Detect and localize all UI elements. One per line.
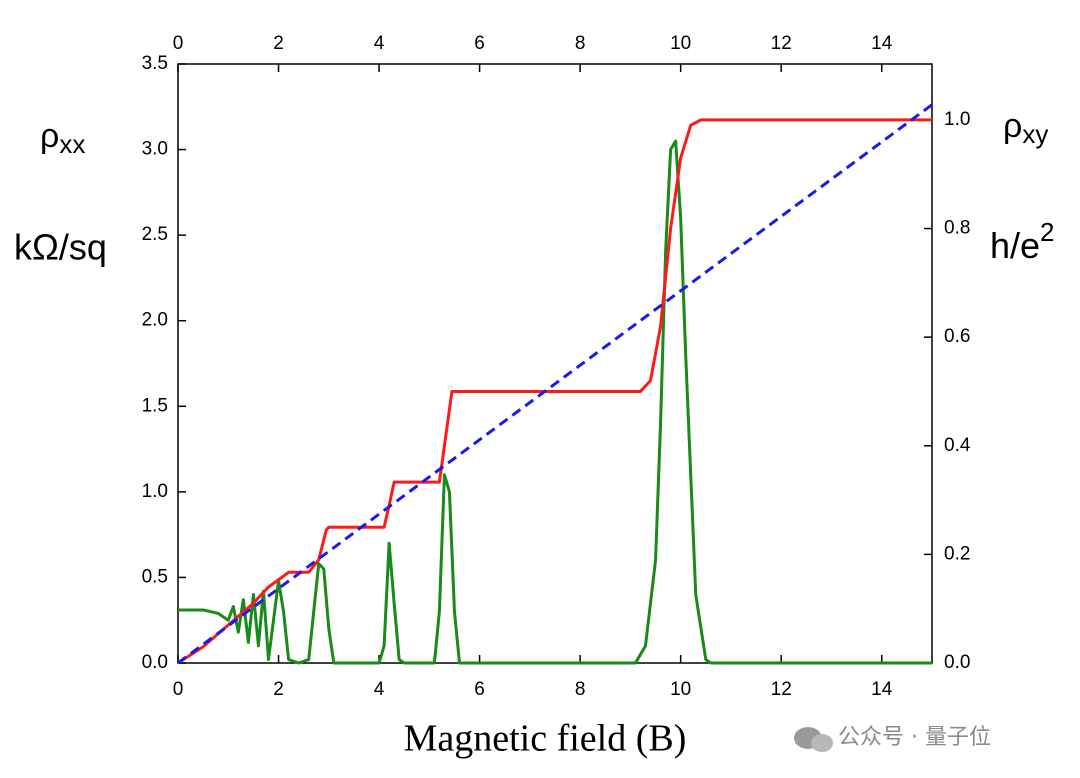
x-axis-title: Magnetic field (B) <box>404 718 687 760</box>
x-top-tick-label: 2 <box>273 33 284 54</box>
y-tick-label: 1.0 <box>142 481 168 502</box>
y-axis-symbol: ρxx <box>40 117 85 159</box>
y-axis-subscript: xx <box>59 129 85 159</box>
y2-tick-label: 0.4 <box>944 435 971 456</box>
y2-tick-label: 0.2 <box>944 543 970 564</box>
y-tick-label: 0.5 <box>142 566 168 587</box>
x-top-tick-label: 10 <box>670 33 691 54</box>
y-tick-label: 1.5 <box>142 395 168 416</box>
y2-axis-symbol: ρxy <box>1003 107 1048 149</box>
y2-tick-label: 0.8 <box>944 218 970 239</box>
x-tick-label: 0 <box>173 679 184 700</box>
y-axis-symbol-main: ρ <box>40 117 59 155</box>
x-tick-label: 6 <box>474 679 485 700</box>
y2-axis-unit: h/e2 <box>990 217 1055 266</box>
x-tick-label: 8 <box>575 679 586 700</box>
watermark: 公众号 · 量子位 <box>838 725 991 750</box>
series-line <box>177 103 933 665</box>
y2-axis-superscript: 2 <box>1040 217 1054 247</box>
y-axis-unit: kΩ/sq <box>14 227 107 268</box>
x-top-tick-label: 14 <box>871 33 893 54</box>
y2-tick-label: 1.0 <box>944 109 970 130</box>
y2-axis-symbol-main: ρ <box>1003 107 1022 145</box>
y2-tick-label: 0.6 <box>944 326 970 347</box>
series-line <box>178 139 932 665</box>
watermark-icon <box>794 727 833 752</box>
x-tick-label: 10 <box>670 679 691 700</box>
y2-tick-label: 0.0 <box>944 652 970 673</box>
x-tick-label: 14 <box>871 679 893 700</box>
x-tick-label: 4 <box>374 679 385 700</box>
x-top-tick-label: 4 <box>374 33 385 54</box>
y-tick-label: 0.0 <box>142 652 168 673</box>
y-tick-label: 3.5 <box>142 53 168 74</box>
series-line <box>177 118 932 665</box>
y-tick-label: 3.0 <box>142 139 168 160</box>
y2-axis-unit-main: h/e <box>990 225 1040 266</box>
x-tick-label: 2 <box>273 679 284 700</box>
x-tick-label: 12 <box>771 679 792 700</box>
x-top-tick-label: 6 <box>474 33 485 54</box>
plot-area: 0 0 2 2 4 4 6 6 8 8 10 10 12 12 14 14 0.0 0.5 1.0 1.5 2.0 2.5… <box>142 33 971 700</box>
x-top-tick-label: 8 <box>575 33 586 54</box>
y2-axis-subscript: xy <box>1022 119 1048 149</box>
x-top-tick-label: 0 <box>173 33 184 54</box>
y-tick-label: 2.5 <box>142 224 168 245</box>
y-tick-label: 2.0 <box>142 310 168 331</box>
x-top-tick-label: 12 <box>771 33 792 54</box>
